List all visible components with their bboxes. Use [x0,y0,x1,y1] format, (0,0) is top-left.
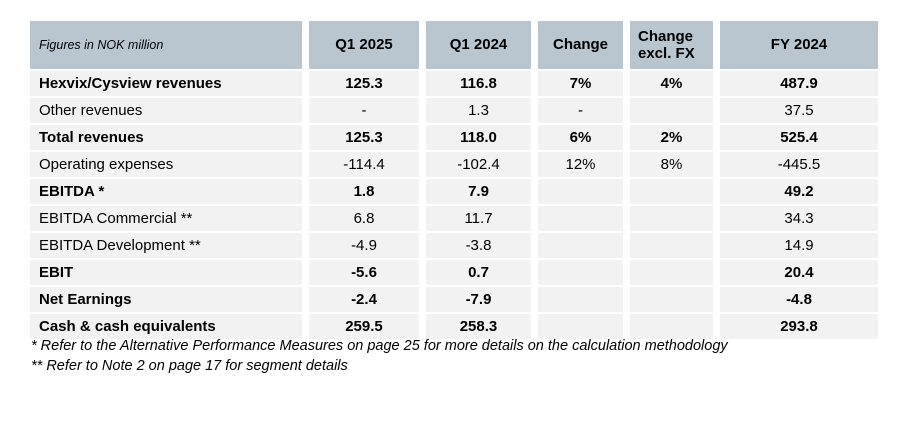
cell-value: -2.4 [309,287,419,312]
cell-value [538,287,623,312]
cell-value: 1.3 [426,98,531,123]
cell-value: 118.0 [426,125,531,150]
cell-value [538,233,623,258]
cell-value [630,260,713,285]
cell-value: 7.9 [426,179,531,204]
cell-value: 11.7 [426,206,531,231]
table-row: Other revenues -1.3-37.5 [30,98,878,123]
cell-value: -114.4 [309,152,419,177]
cell-value: -7.9 [426,287,531,312]
cell-value: 487.9 [720,71,878,96]
column-header: Change excl. FX [630,21,713,69]
footnote-segment: ** Refer to Note 2 on page 17 for segmen… [31,358,348,374]
row-label: Total revenues [30,125,302,150]
cell-value: -4.9 [309,233,419,258]
column-header: Q1 2025 [309,21,419,69]
cell-value: 125.3 [309,71,419,96]
row-label: Operating expenses [30,152,302,177]
cell-value: 34.3 [720,206,878,231]
table-row: Cash & cash equivalents 259.5 258.3 293.8 [30,314,878,339]
footnotes: * Refer to the Alternative Performance M… [31,336,728,376]
table-row: EBITDA Development ** -4.9 -3.8 14.9 [30,233,878,258]
column-header: FY 2024 [720,21,878,69]
cell-value: 258.3 [426,314,531,339]
footnote-apm: * Refer to the Alternative Performance M… [31,338,728,354]
results-table-wrap: Figures in NOK million Q1 2025 Q1 2024 Cha… [23,19,885,341]
row-label: Hexvix/Cysview revenues [30,71,302,96]
cell-value: 37.5 [720,98,878,123]
cell-value: - [538,98,623,123]
cell-value [538,260,623,285]
cell-value: 14.9 [720,233,878,258]
cell-value [630,98,713,123]
cell-value: 0.7 [426,260,531,285]
report-table: Figures in NOK million Q1 2025 Q1 2024 Cha… [23,19,885,341]
cell-value: 12% [538,152,623,177]
column-header: Change [538,21,623,69]
cell-value: 2% [630,125,713,150]
cell-value: 125.3 [309,125,419,150]
cell-value: 7% [538,71,623,96]
table-row: Hexvix/Cysview revenues 125.3 116.8 7% 4% 487… [30,71,878,96]
cell-value [538,206,623,231]
cell-value: 1.8 [309,179,419,204]
cell-value [538,179,623,204]
cell-value: -4.8 [720,287,878,312]
row-label: EBITDA Development ** [30,233,302,258]
cell-value: - [309,98,419,123]
cell-value [630,233,713,258]
corner-label: Figures in NOK million [30,21,302,69]
cell-value [630,206,713,231]
row-label: EBIT [30,260,302,285]
cell-value: 525.4 [720,125,878,150]
row-label: Other revenues [30,98,302,123]
row-label: Cash & cash equivalents [30,314,302,339]
row-label: Net Earnings [30,287,302,312]
row-label: EBITDA Commercial ** [30,206,302,231]
cell-value [630,179,713,204]
table-row: Net Earnings -2.4 -7.9 -4.8 [30,287,878,312]
cell-value [538,314,623,339]
cell-value: 4% [630,71,713,96]
cell-value: -102.4 [426,152,531,177]
table-row: EBITDA * 1.8 7.9 49.2 [30,179,878,204]
table-row: EBITDA Commercial ** 6.8 11.7 34.3 [30,206,878,231]
column-header: Q1 2024 [426,21,531,69]
table-row: Total revenues 125.3 118.0 6% 2% 525.4 [30,125,878,150]
cell-value: 293.8 [720,314,878,339]
cell-value: 6% [538,125,623,150]
cell-value: -445.5 [720,152,878,177]
cell-value: 20.4 [720,260,878,285]
table-header-row: Figures in NOK million Q1 2025 Q1 2024 Cha… [30,21,878,69]
table-body: Hexvix/Cysview revenues 125.3 116.8 7% 4% 487… [30,71,878,339]
cell-value: 49.2 [720,179,878,204]
cell-value: 116.8 [426,71,531,96]
cell-value: -3.8 [426,233,531,258]
cell-value: -5.6 [309,260,419,285]
table-row: EBIT -5.6 0.7 20.4 [30,260,878,285]
cell-value: 259.5 [309,314,419,339]
cell-value: 8% [630,152,713,177]
cell-value [630,314,713,339]
table-row: Operating expenses -114.4 -102.4 12% 8% -445.… [30,152,878,177]
cell-value [630,287,713,312]
cell-value: 6.8 [309,206,419,231]
row-label: EBITDA * [30,179,302,204]
